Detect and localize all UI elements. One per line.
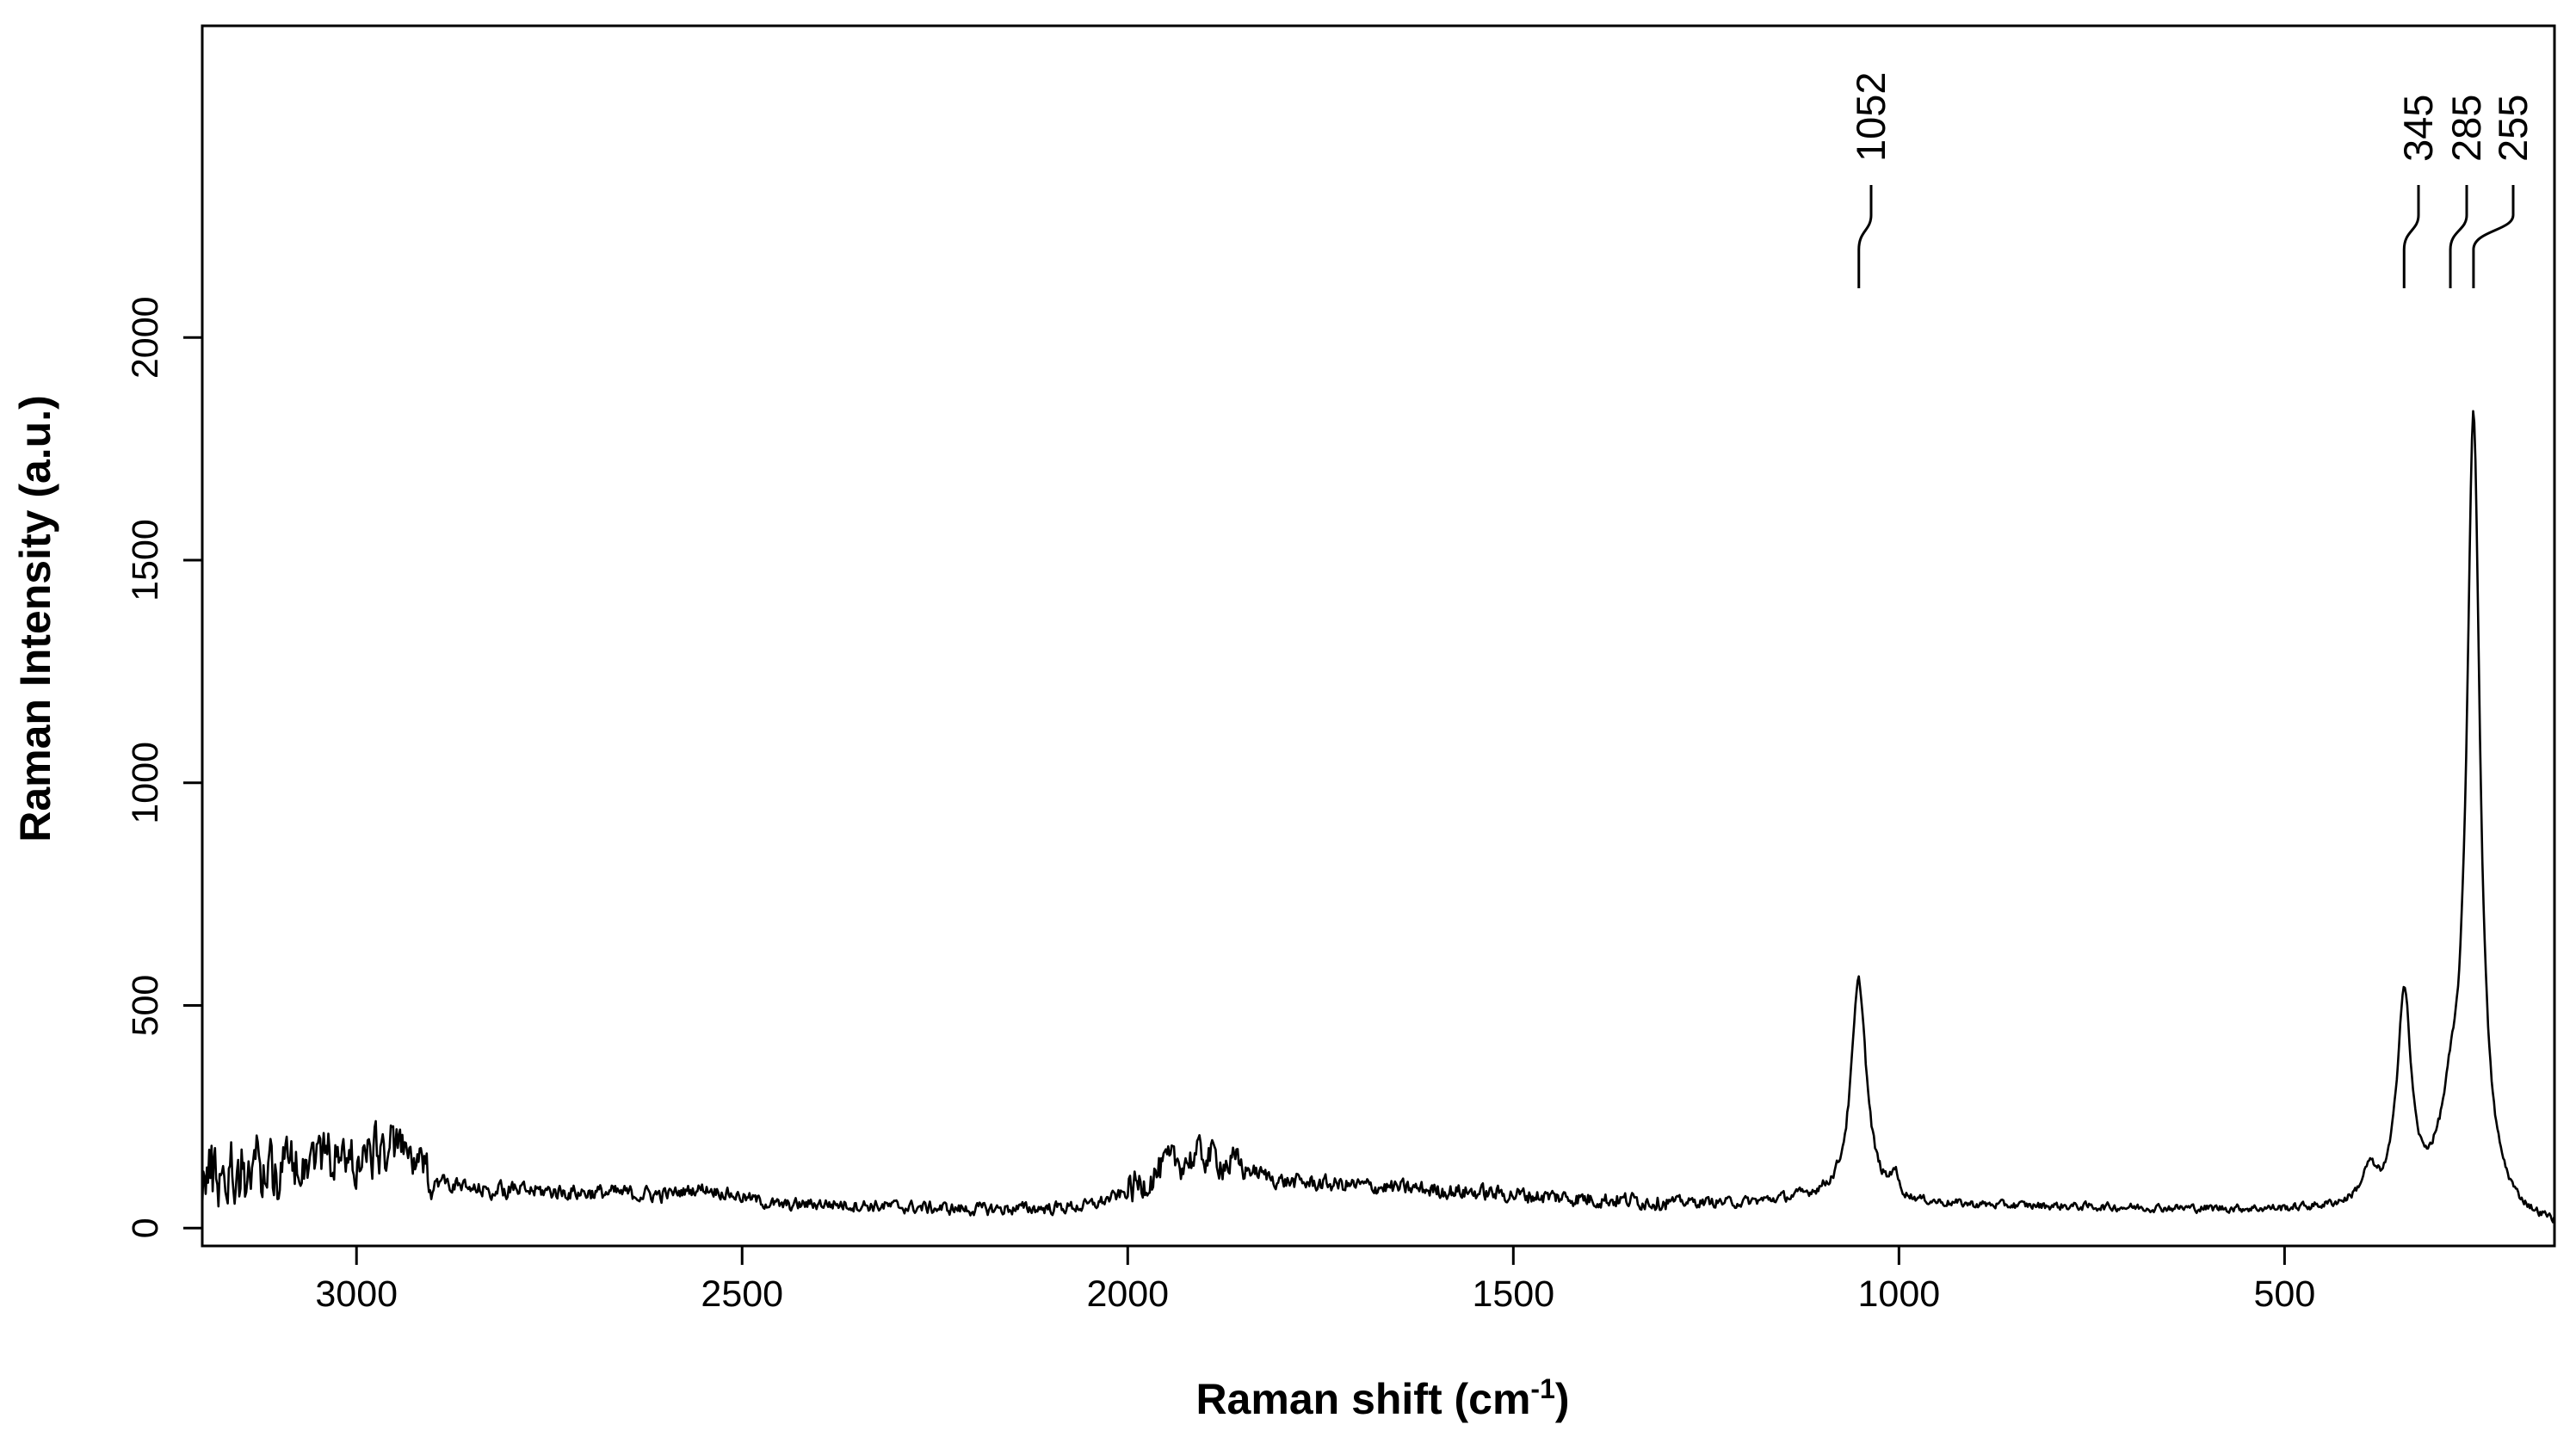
y-tick-label: 500 <box>125 975 166 1037</box>
peak-marker-line <box>2402 185 2420 288</box>
x-axis-title: Raman shift (cm-1) <box>1195 1373 1569 1423</box>
x-tick-label: 1500 <box>1472 1273 1554 1315</box>
spectrum-line <box>202 410 2554 1224</box>
x-axis-title-suffix: ) <box>1555 1375 1570 1423</box>
y-tick-label: 0 <box>125 1218 166 1238</box>
x-axis-title-superscript: -1 <box>1530 1373 1554 1404</box>
peak-label: 255 <box>2490 95 2536 162</box>
peak-label: 285 <box>2443 95 2489 162</box>
peak-marker-line <box>1857 185 1873 288</box>
x-tick-label: 500 <box>2254 1273 2316 1315</box>
peak-label: 345 <box>2395 95 2441 162</box>
x-tick-label: 3000 <box>315 1273 398 1315</box>
peak-marker-line <box>2472 185 2515 288</box>
axes-layer: 3000 2500 2000 1500 1000 500 0 500 1000 1500 2000 <box>125 296 2315 1315</box>
y-axis-title: Raman Intensity (a.u.) <box>11 395 59 842</box>
y-tick-label: 1000 <box>125 742 166 824</box>
x-tick-label: 2500 <box>701 1273 783 1315</box>
plot-frame <box>201 24 2556 1248</box>
x-tick-label: 1000 <box>1858 1273 1941 1315</box>
series-layer <box>202 410 2554 1224</box>
y-tick-label: 1500 <box>125 519 166 601</box>
x-axis-title-main: Raman shift (cm <box>1195 1375 1530 1423</box>
peak-label: 1052 <box>1848 71 1893 162</box>
peak-labels-layer: 1052 345 285 255 <box>1848 71 2536 288</box>
peak-marker-line <box>2449 185 2468 288</box>
y-tick-label: 2000 <box>125 296 166 379</box>
x-tick-label: 2000 <box>1086 1273 1169 1315</box>
